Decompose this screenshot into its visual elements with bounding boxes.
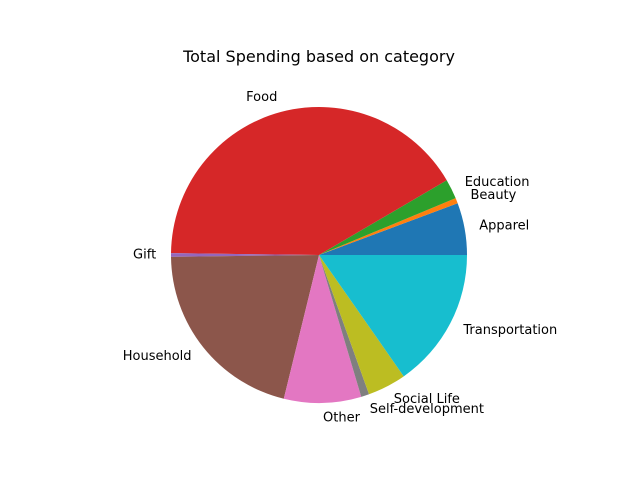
slice-label-apparel: Apparel xyxy=(479,219,529,234)
slice-label-gift: Gift xyxy=(133,248,156,263)
slice-label-other: Other xyxy=(323,410,361,425)
slice-label-education: Education xyxy=(465,175,530,190)
slice-label-self-development: Self-development xyxy=(370,402,484,417)
pie-slice-household xyxy=(171,255,319,399)
pie-slice-self-development xyxy=(319,255,370,397)
slice-label-transportation: Transportation xyxy=(462,323,557,338)
pie-slice-social-life xyxy=(319,255,404,395)
pie-slices xyxy=(170,107,467,403)
pie-slice-gift xyxy=(170,253,319,257)
pie-slice-apparel xyxy=(319,203,467,255)
slice-label-beauty: Beauty xyxy=(470,188,516,203)
pie-slice-transportation xyxy=(319,255,467,377)
slice-label-social-life: Social Life xyxy=(394,392,460,407)
slice-label-food: Food xyxy=(246,90,277,105)
pie-slice-other xyxy=(283,255,362,403)
chart-title: Total Spending based on category xyxy=(182,47,455,66)
pie-slice-beauty xyxy=(319,198,458,255)
pie-slice-education xyxy=(319,180,456,255)
slice-label-household: Household xyxy=(123,349,192,364)
pie-slice-food xyxy=(171,107,447,256)
